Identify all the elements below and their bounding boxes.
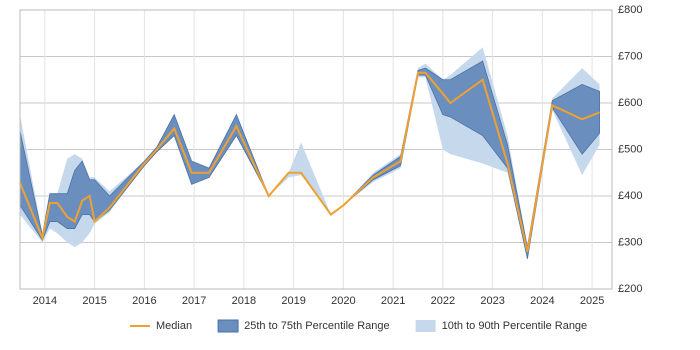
- x-tick-label: 2021: [381, 295, 405, 307]
- x-tick-label: 2024: [530, 295, 554, 307]
- x-tick-label: 2015: [82, 295, 106, 307]
- x-tick-label: 2014: [33, 295, 57, 307]
- x-tick-label: 2019: [281, 295, 305, 307]
- x-tick-label: 2016: [132, 295, 156, 307]
- x-tick-label: 2020: [331, 295, 355, 307]
- x-tick-label: 2017: [182, 295, 206, 307]
- legend-swatch: [415, 320, 436, 332]
- legend-label: 25th to 75th Percentile Range: [244, 320, 390, 332]
- y-tick-label: £200: [618, 283, 642, 295]
- x-tick-label: 2023: [480, 295, 504, 307]
- y-tick-label: £400: [618, 190, 642, 202]
- x-tick-label: 2022: [431, 295, 455, 307]
- legend-swatch: [217, 319, 239, 333]
- plot-border: [19, 9, 613, 290]
- legend-label: Median: [156, 320, 192, 332]
- percentile-band: [19, 60, 600, 259]
- x-tick-label: 2025: [580, 295, 604, 307]
- percentile-band: [20, 47, 600, 259]
- legend-label: 10th to 90th Percentile Range: [442, 320, 588, 332]
- y-tick-label: £300: [618, 236, 642, 248]
- median-line: [19, 71, 600, 253]
- x-tick-label: 2018: [232, 295, 256, 307]
- y-tick-label: £700: [618, 50, 642, 62]
- y-tick-label: £800: [618, 4, 642, 16]
- y-tick-label: £500: [618, 143, 642, 155]
- y-tick-label: £600: [618, 97, 642, 109]
